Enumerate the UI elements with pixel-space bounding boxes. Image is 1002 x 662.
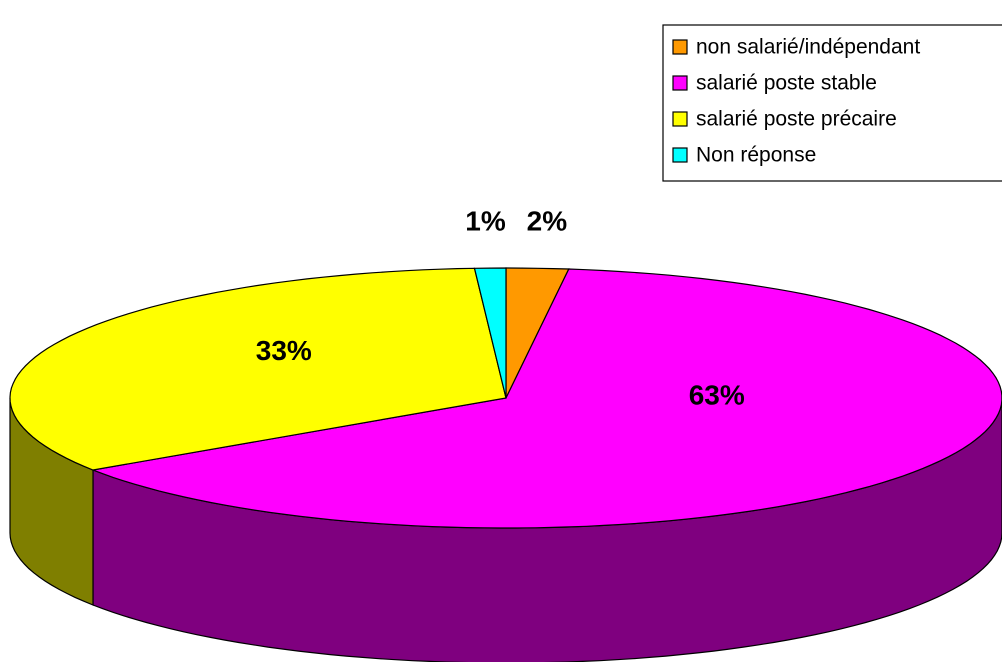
legend-box [662, 24, 1002, 182]
legend-swatch [672, 39, 688, 55]
legend-label: salarié poste stable [696, 72, 877, 95]
legend-label: non salarié/indépendant [696, 36, 920, 59]
legend-label: salarié poste précaire [696, 108, 897, 131]
legend-swatch [672, 111, 688, 127]
data-label: 63% [689, 379, 745, 410]
legend-swatch [672, 147, 688, 163]
legend-swatch [672, 75, 688, 91]
pie-slice [9, 267, 507, 471]
legend-label: Non réponse [696, 144, 816, 167]
pie-slice [473, 267, 507, 399]
data-label: 2% [527, 206, 568, 237]
pie-slice [90, 268, 1002, 529]
data-label: 1% [465, 205, 506, 236]
data-label: 33% [256, 335, 312, 366]
